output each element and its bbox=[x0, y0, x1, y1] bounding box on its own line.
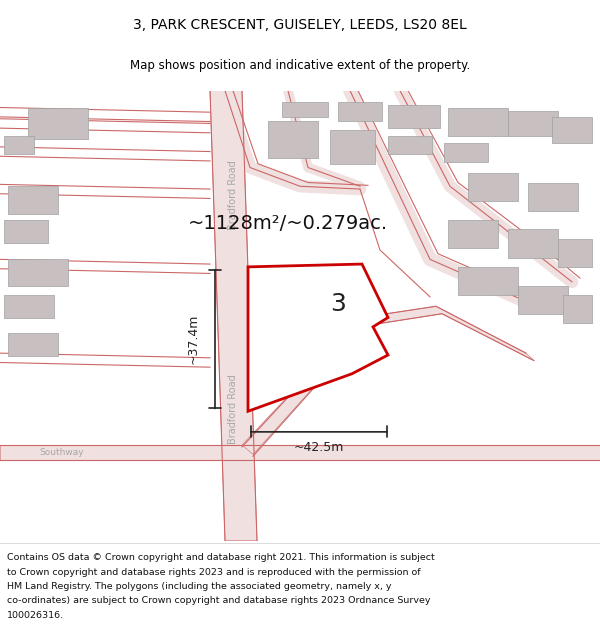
Text: to Crown copyright and database rights 2023 and is reproduced with the permissio: to Crown copyright and database rights 2… bbox=[7, 568, 421, 577]
Polygon shape bbox=[268, 121, 318, 158]
Polygon shape bbox=[8, 332, 58, 356]
Text: ~37.4m: ~37.4m bbox=[187, 314, 199, 364]
Text: ~1128m²/~0.279ac.: ~1128m²/~0.279ac. bbox=[188, 214, 388, 233]
Text: HM Land Registry. The polygons (including the associated geometry, namely x, y: HM Land Registry. The polygons (includin… bbox=[7, 582, 392, 591]
Polygon shape bbox=[518, 286, 568, 314]
Polygon shape bbox=[508, 111, 558, 136]
Polygon shape bbox=[388, 104, 440, 128]
Polygon shape bbox=[4, 295, 54, 318]
Text: Southway: Southway bbox=[40, 448, 85, 457]
Polygon shape bbox=[388, 136, 432, 154]
Text: Park Crescent: Park Crescent bbox=[308, 318, 317, 379]
Polygon shape bbox=[242, 306, 534, 454]
Polygon shape bbox=[508, 229, 558, 258]
Polygon shape bbox=[558, 239, 592, 267]
Polygon shape bbox=[448, 107, 508, 136]
Text: co-ordinates) are subject to Crown copyright and database rights 2023 Ordnance S: co-ordinates) are subject to Crown copyr… bbox=[7, 596, 431, 605]
Polygon shape bbox=[444, 143, 488, 162]
Polygon shape bbox=[8, 259, 68, 286]
Polygon shape bbox=[448, 220, 498, 248]
Polygon shape bbox=[338, 102, 382, 121]
Polygon shape bbox=[458, 267, 518, 295]
Text: 100026316.: 100026316. bbox=[7, 611, 64, 619]
Polygon shape bbox=[468, 173, 518, 201]
Text: Contains OS data © Crown copyright and database right 2021. This information is : Contains OS data © Crown copyright and d… bbox=[7, 553, 435, 562]
Polygon shape bbox=[28, 107, 88, 139]
Text: ~42.5m: ~42.5m bbox=[294, 441, 344, 454]
Polygon shape bbox=[0, 445, 600, 460]
Polygon shape bbox=[563, 295, 592, 323]
Polygon shape bbox=[282, 102, 328, 117]
Polygon shape bbox=[248, 264, 388, 411]
Text: Map shows position and indicative extent of the property.: Map shows position and indicative extent… bbox=[130, 59, 470, 72]
Text: Bradford Road: Bradford Road bbox=[228, 374, 238, 444]
Polygon shape bbox=[8, 186, 58, 214]
Polygon shape bbox=[528, 182, 578, 211]
Text: 3, PARK CRESCENT, GUISELEY, LEEDS, LS20 8EL: 3, PARK CRESCENT, GUISELEY, LEEDS, LS20 … bbox=[133, 18, 467, 32]
Polygon shape bbox=[210, 91, 257, 541]
Polygon shape bbox=[330, 130, 375, 164]
Polygon shape bbox=[4, 136, 34, 154]
Polygon shape bbox=[552, 117, 592, 143]
Polygon shape bbox=[285, 320, 338, 353]
Polygon shape bbox=[4, 220, 48, 243]
Text: Bradford Road: Bradford Road bbox=[228, 161, 238, 231]
Text: 3: 3 bbox=[330, 292, 346, 316]
